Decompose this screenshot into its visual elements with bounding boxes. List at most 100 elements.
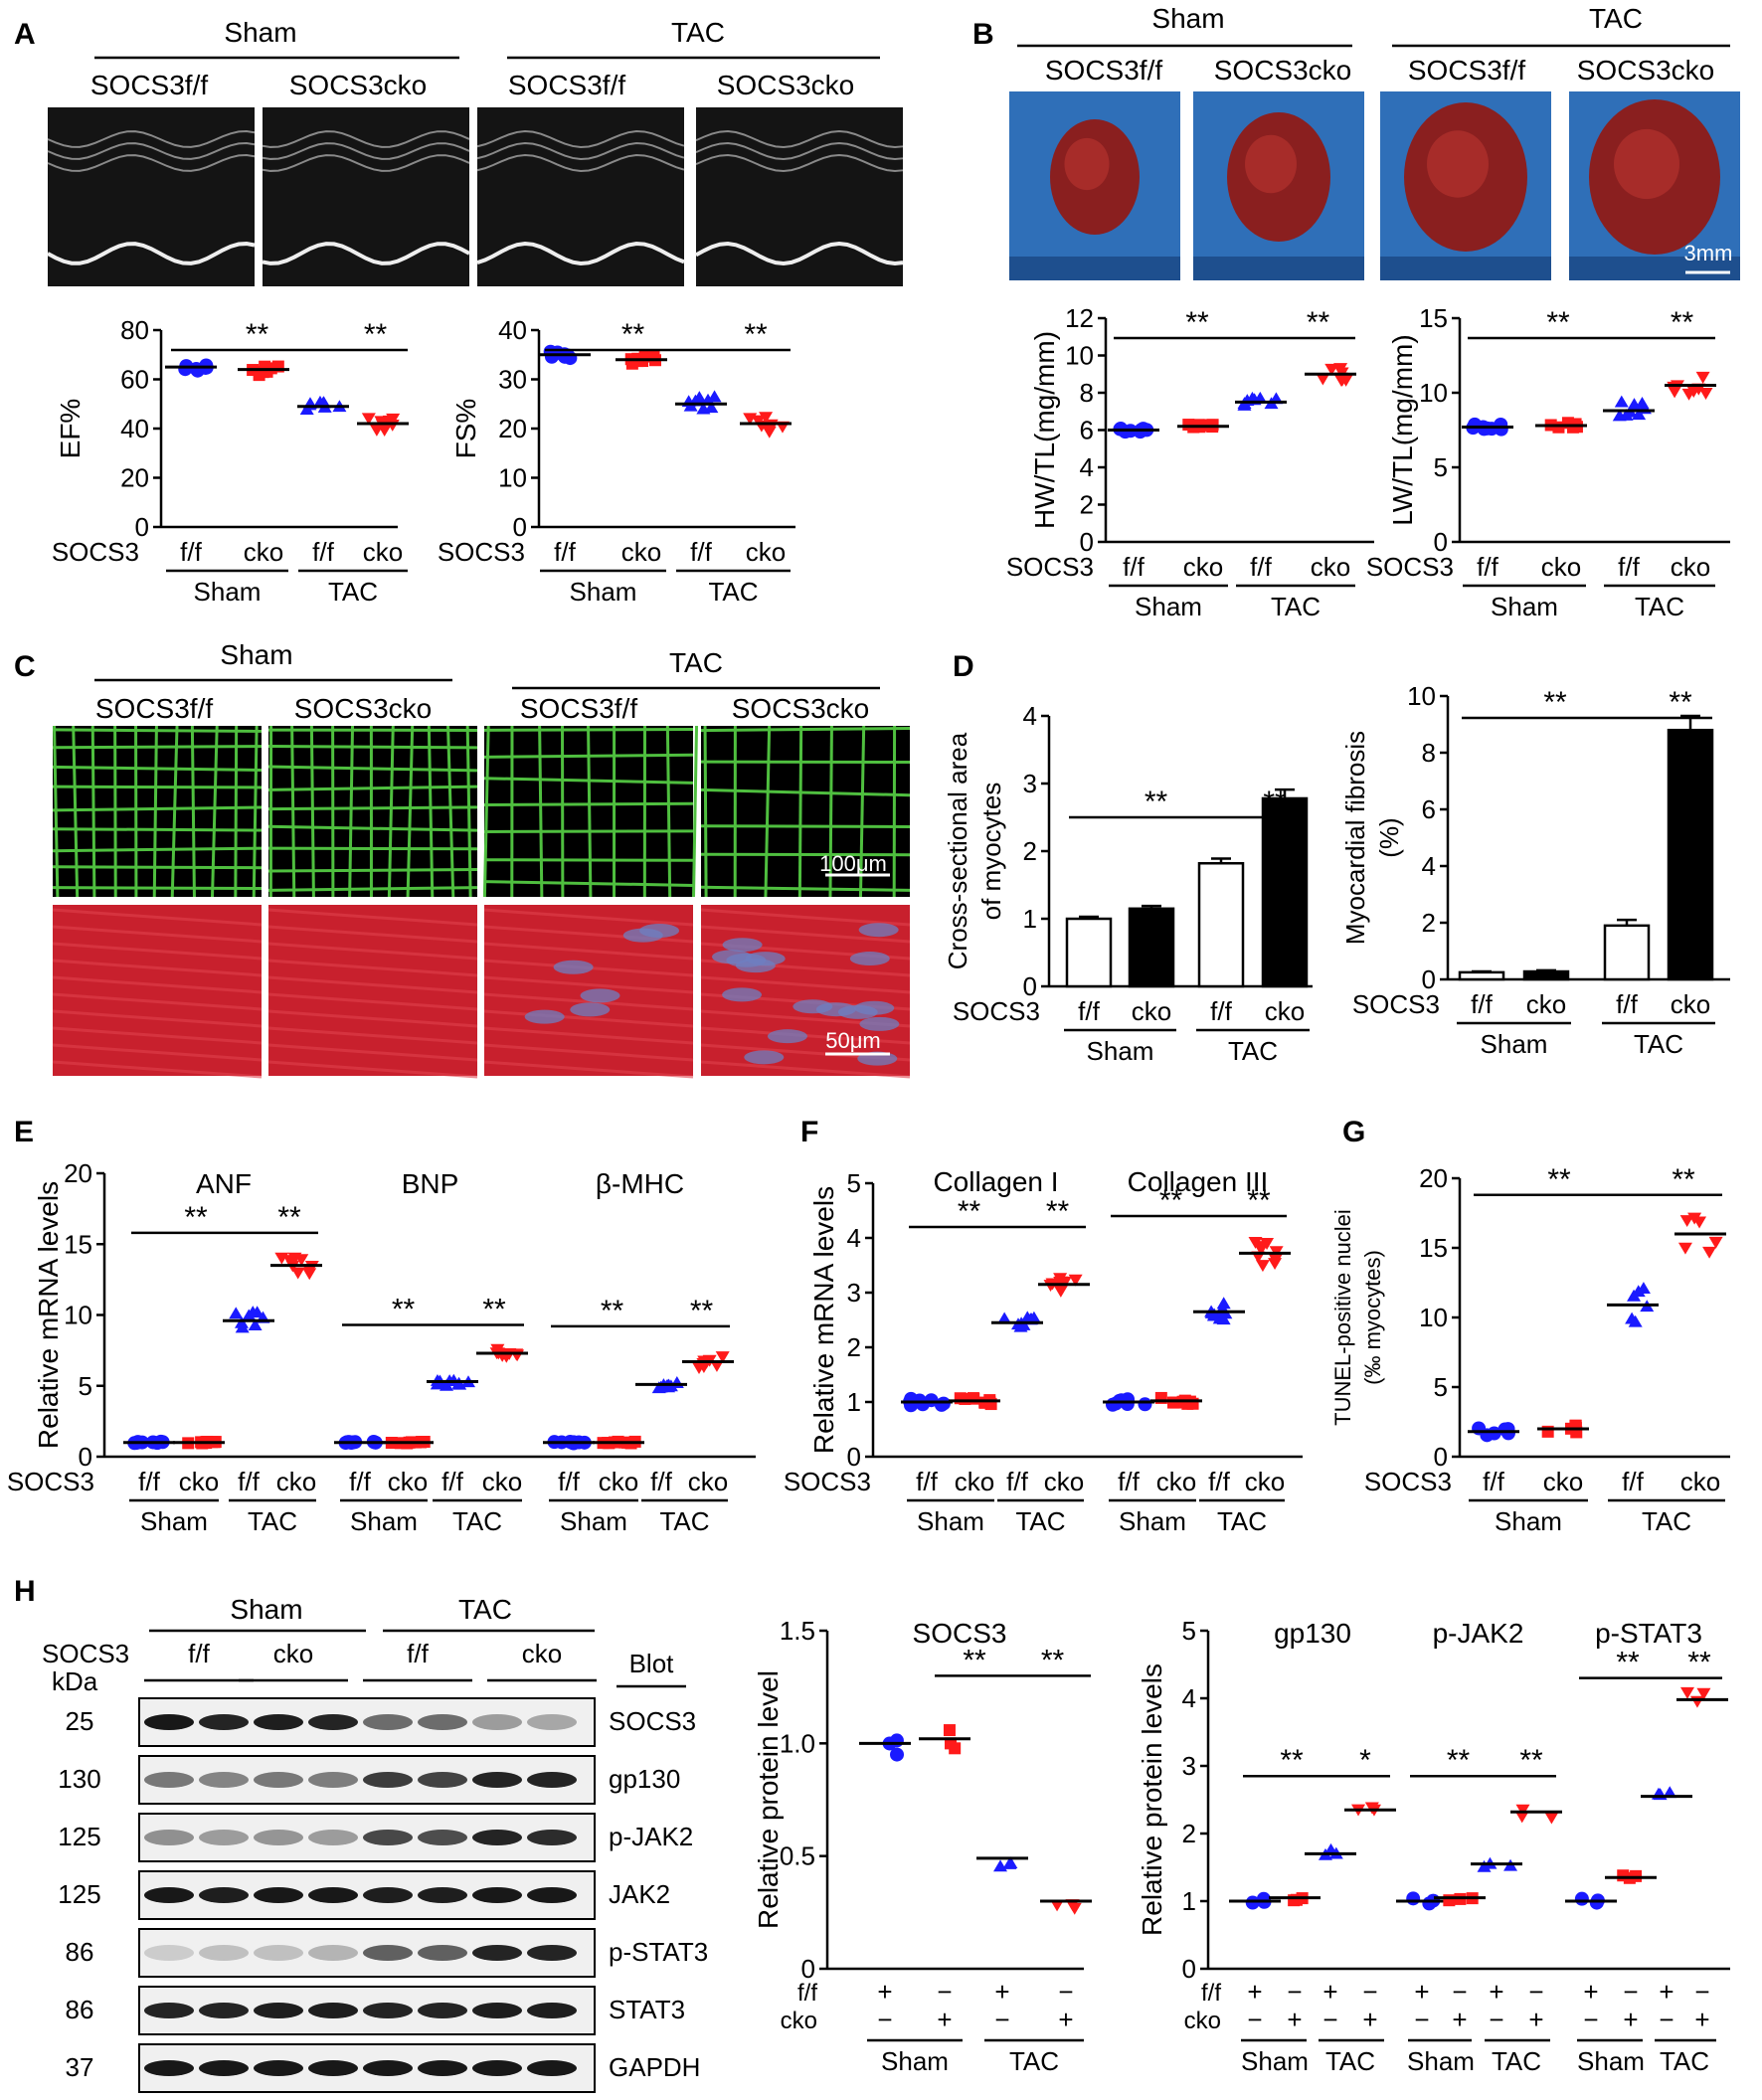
data-point [377, 425, 392, 438]
x-tick-label: cko [688, 1467, 728, 1496]
group-label-sham: Sham [1119, 1506, 1186, 1536]
sign-ff: + [1414, 1977, 1429, 2007]
data-point [1708, 1236, 1723, 1249]
cell-border [267, 745, 478, 750]
cell-border [446, 725, 455, 898]
kda-value: 125 [58, 1822, 100, 1851]
significance-label: ** [482, 1293, 506, 1325]
y-tick-label: 10 [1419, 378, 1448, 408]
group-label-tac: TAC [1015, 1506, 1065, 1536]
y-axis-title: HW/TL(mg/mm) [1029, 331, 1060, 529]
cell-border [211, 725, 219, 898]
muscle-fiber [267, 1009, 478, 1028]
x-tick-label: f/f [180, 537, 202, 567]
socs3-axis-label: SOCS3 [438, 537, 525, 567]
cell-border [152, 725, 158, 898]
echo-trace [47, 154, 256, 172]
muscle-fiber [483, 1026, 694, 1045]
socs3-axis-label: SOCS3 [784, 1467, 871, 1496]
y-axis-title: Relative mRNA levels [808, 1186, 839, 1454]
data-point [1406, 1891, 1421, 1906]
significance-label: ** [744, 318, 768, 351]
group-label-tac: TAC [669, 647, 723, 678]
y-tick-label: 40 [498, 315, 527, 345]
x-tick-label: cko [1526, 989, 1566, 1019]
y-tick-label: 15 [1419, 1233, 1448, 1263]
socs3-axis-label: SOCS3 [1366, 552, 1454, 582]
group-label-sham: Sham [1135, 592, 1202, 621]
echo-trace [262, 142, 470, 160]
significance-label: ** [1519, 1744, 1543, 1777]
bar [1065, 917, 1113, 988]
data-point [1692, 1216, 1707, 1229]
x-tick-label: cko [1044, 1467, 1084, 1496]
muscle-fiber [267, 925, 478, 944]
muscle-fiber [267, 1026, 478, 1045]
data-point [743, 413, 758, 426]
y-tick-label: 3 [1182, 1751, 1196, 1781]
data-point [386, 413, 401, 426]
ruler [1569, 257, 1740, 280]
blot-band [472, 1830, 522, 1845]
blot-band [199, 2060, 249, 2076]
y-axis-title: LW/TL(mg/mm) [1387, 334, 1418, 525]
data-point [248, 1318, 263, 1331]
row-label-ff: f/f [1201, 1980, 1221, 2007]
significance-label: * [1359, 1744, 1371, 1777]
group-label-tac: TAC [452, 1506, 502, 1536]
sign-ff: + [994, 1977, 1009, 2007]
cell-border [692, 725, 699, 898]
group-label-sham: Sham [140, 1506, 208, 1536]
significance-label: ** [1145, 786, 1168, 818]
genotype-label: SOCS3f/f [1045, 55, 1162, 86]
sign-ff: + [1322, 1977, 1337, 2007]
y-tick-label: 2 [1023, 836, 1037, 866]
data-point [1333, 363, 1348, 376]
sign-cko: − [1322, 2005, 1337, 2034]
genotype-label: SOCS3cko [1214, 55, 1352, 86]
muscle-fiber [267, 942, 478, 961]
blot-band [363, 1714, 413, 1730]
sign-cko: + [937, 2005, 952, 2034]
y-tick-label: 0 [847, 1442, 861, 1472]
data-point [936, 1396, 951, 1411]
muscle-fiber [483, 908, 694, 927]
y-tick-label: 0 [801, 1954, 815, 1984]
data-point [302, 1268, 317, 1281]
cell-border [703, 725, 708, 898]
muscle-fiber [52, 1043, 263, 1062]
blot-band [418, 2060, 467, 2076]
y-axis-title: Relative protein level [753, 1670, 784, 1929]
significance-label: ** [277, 1201, 301, 1234]
group-label-tac: TAC [328, 577, 378, 607]
echo-trace [695, 153, 904, 173]
data-point [229, 1307, 244, 1319]
echo-trace [476, 142, 685, 160]
group-label-tac: TAC [458, 1594, 512, 1625]
x-tick-label: cko [746, 537, 786, 567]
significance-label: ** [1669, 686, 1692, 719]
significance-label: ** [392, 1293, 416, 1325]
kda-value: 86 [66, 1995, 94, 2024]
genotype-label: SOCS3cko [732, 693, 870, 724]
blot-band [527, 1830, 577, 1845]
significance-label: ** [1447, 1744, 1471, 1777]
significance-label: ** [1159, 1184, 1183, 1217]
cell-border [52, 865, 263, 870]
blot-band [254, 1887, 303, 1903]
group-label-tac: TAC [1325, 2046, 1375, 2076]
bar [1667, 728, 1714, 981]
blot-band [308, 1945, 358, 1961]
blot-band [199, 1714, 249, 1730]
sign-ff: − [937, 1977, 952, 2007]
blot-band [527, 1714, 577, 1730]
y-tick-label: 10 [1419, 1303, 1448, 1332]
blot-band [418, 1830, 467, 1845]
cell-border [170, 725, 179, 898]
data-point [361, 413, 376, 426]
y-tick-label: 0 [1182, 1954, 1196, 1984]
muscle-fiber [267, 975, 478, 994]
echo-trace [262, 154, 470, 172]
y-axis-title: TUNEL-positive nuclei [1330, 1209, 1355, 1426]
